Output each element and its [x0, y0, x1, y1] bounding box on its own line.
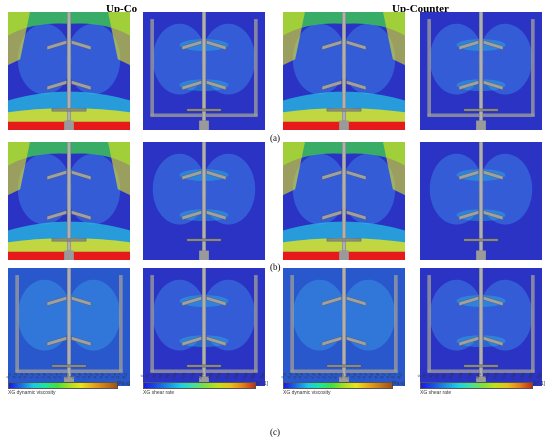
row-label-b: (b): [270, 262, 281, 272]
row-label-a: (a): [270, 133, 280, 143]
colorbar-unit: [s^-1]: [255, 381, 268, 387]
contour-panel: [420, 142, 542, 260]
row-label-c: (c): [270, 427, 280, 437]
contour-panel: [143, 142, 265, 260]
colorbar-ticks: 0 20 40 60 80 100 120 140 160 180 200 220 240 260 280 3…: [139, 372, 268, 382]
contour-panel: [420, 268, 542, 386]
contour-panel: [283, 12, 405, 130]
colorbar-gradient: [143, 382, 256, 389]
contour-panel: [283, 268, 405, 386]
colorbar-title: XG dynamic viscosity: [283, 390, 331, 396]
contour-panel: [8, 268, 130, 386]
colorbar-ticks: 0.0 0.3 0.6 0.9 1.2 1.5 1.8 2.1 2.4 2.7 3.0 3.3 3.6 3…: [5, 372, 130, 382]
colorbar-gradient: [283, 382, 393, 389]
contour-panel: [143, 12, 265, 130]
colorbar-ticks: 0 20 40 60 80 100 120 140 160 180 200 220 240 260 280 3…: [416, 372, 545, 382]
colorbar-ticks: 0.0 0.3 0.6 0.9 1.2 1.5 1.8 2.1 2.4 2.7 3.0 3.3 3.6 3…: [280, 372, 405, 382]
colorbar-shear-left: 0 20 40 60 80 100 120 140 160 180 200 220 240 260 280 3…: [139, 372, 268, 402]
colorbar-unit: [s^-1]: [532, 381, 545, 387]
colorbar-viscosity-left: 0.0 0.3 0.6 0.9 1.2 1.5 1.8 2.1 2.4 2.7 3.0 3.3 3.6 3…: [5, 372, 130, 402]
colorbar-unit: [Pa·s]: [116, 381, 130, 387]
colorbar-unit: [Pa·s]: [391, 381, 405, 387]
contour-panel: [8, 12, 130, 130]
contour-panel: [143, 268, 265, 386]
contour-panel: [8, 142, 130, 260]
colorbar-viscosity-right: 0.0 0.3 0.6 0.9 1.2 1.5 1.8 2.1 2.4 2.7 3.0 3.3 3.6 3…: [280, 372, 405, 402]
colorbar-title: XG shear rate: [420, 390, 452, 396]
contour-panel: [420, 12, 542, 130]
colorbar-gradient: [420, 382, 533, 389]
colorbar-title: XG dynamic viscosity: [8, 390, 56, 396]
colorbar-gradient: [8, 382, 118, 389]
colorbar-shear-right: 0 20 40 60 80 100 120 140 160 180 200 220 240 260 280 3…: [416, 372, 545, 402]
contour-panel: [283, 142, 405, 260]
colorbar-title: XG shear rate: [143, 390, 175, 396]
